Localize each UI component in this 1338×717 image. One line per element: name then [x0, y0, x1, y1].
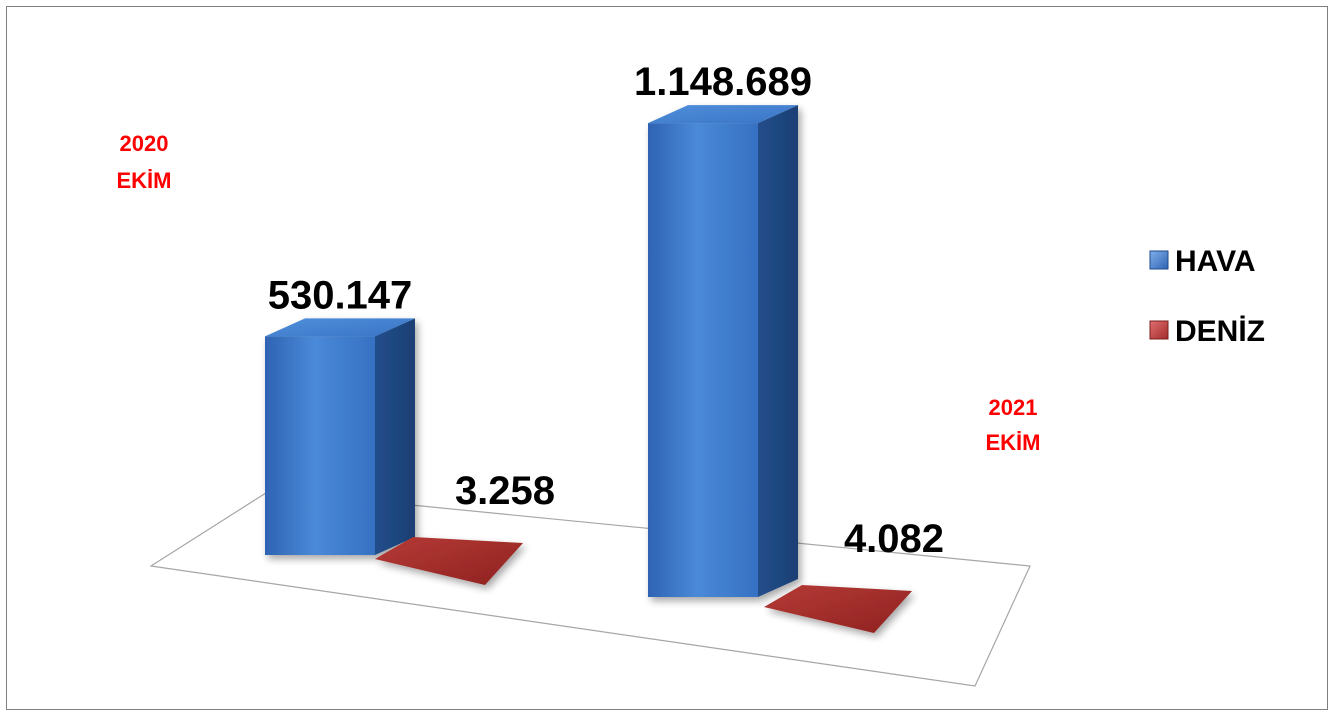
category-label-2020-year: 2020 [120, 131, 169, 156]
category-label-2021-month: EKİM [986, 430, 1041, 455]
category-label-2020: 2020 EKİM [117, 131, 172, 193]
bar-front-hava-2021 [648, 123, 758, 598]
bar-top-deniz-2020 [375, 537, 523, 585]
legend-item-deniz: DENİZ [1149, 315, 1265, 348]
bar-side-hava-2021 [758, 105, 798, 598]
bar-front-hava-2020 [265, 336, 375, 555]
bar-deniz-2021 [764, 585, 912, 633]
bar-top-deniz-2021 [764, 585, 912, 633]
bar-hava-2021 [648, 105, 798, 598]
bar-side-hava-2020 [375, 318, 415, 555]
bar-chart-3d: 530.147 3.258 1.148.689 4.082 HAVA DENİZ 20… [117, 60, 1265, 687]
legend-swatch-hava [1149, 250, 1169, 270]
value-label-hava-2020: 530.147 [268, 273, 413, 317]
category-label-2021-year: 2021 [989, 395, 1038, 420]
legend-label-hava: HAVA [1175, 245, 1256, 278]
value-label-deniz-2020: 3.258 [455, 469, 555, 513]
category-label-2020-month: EKİM [117, 168, 172, 193]
bar-top-hava-2021 [648, 105, 798, 124]
labels-layer: 530.147 3.258 1.148.689 4.082 [268, 60, 944, 561]
bar-hava-2020 [265, 318, 415, 555]
legend-label-deniz: DENİZ [1175, 315, 1265, 348]
legend-item-hava: HAVA [1149, 245, 1256, 278]
bars-layer [265, 105, 912, 633]
value-label-hava-2021: 1.148.689 [634, 60, 812, 104]
legend-swatch-deniz [1149, 320, 1169, 340]
chart-frame: 530.147 3.258 1.148.689 4.082 HAVA DENİZ 20… [6, 6, 1328, 710]
category-label-2021: 2021 EKİM [986, 395, 1041, 455]
legend: HAVA DENİZ [1149, 245, 1265, 348]
value-label-deniz-2021: 4.082 [844, 517, 944, 561]
bar-deniz-2020 [375, 537, 523, 585]
bar-top-hava-2020 [265, 318, 415, 337]
